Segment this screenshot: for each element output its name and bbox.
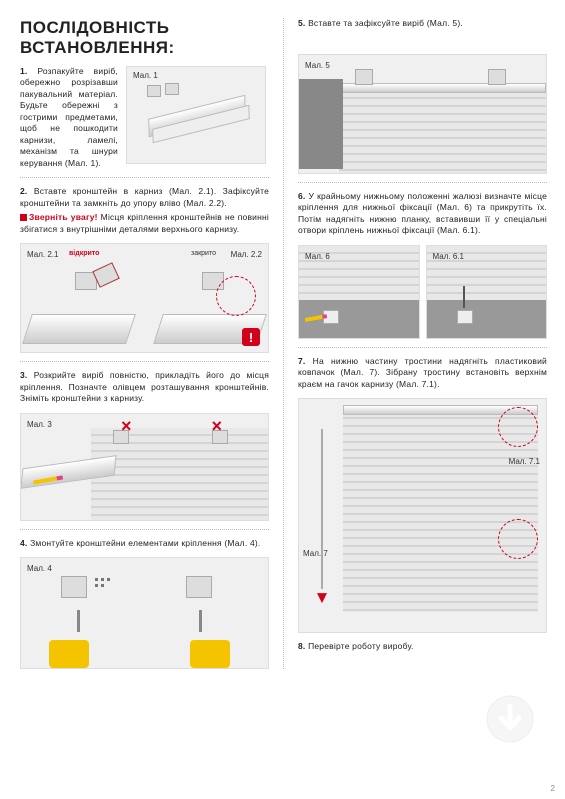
step-6-body: У крайньому нижньому положенні жалюзі ви…	[298, 191, 547, 235]
step-3-num: 3.	[20, 370, 28, 380]
step-8-num: 8.	[298, 641, 306, 651]
step-2-num: 2.	[20, 186, 28, 196]
figure-61: Мал. 6.1	[426, 245, 548, 339]
column-divider	[283, 18, 284, 669]
step-1-row: 1. Розпакуйте виріб, обережно розрізавши…	[20, 66, 269, 169]
left-column: ПОСЛІДОВНІСТЬ ВСТАНОВЛЕННЯ: 1. Розпакуйт…	[20, 18, 269, 669]
figure-7: Мал. 7 Мал. 7.1	[298, 398, 547, 633]
step-5-body: Вставте та зафіксуйте виріб (Мал. 5).	[308, 18, 463, 28]
figure-6: Мал. 6	[298, 245, 420, 339]
figure-3-label: Мал. 3	[27, 420, 52, 429]
step-1-text: 1. Розпакуйте виріб, обережно розрізавши…	[20, 66, 118, 169]
figure-61-label: Мал. 6.1	[433, 252, 464, 261]
step-4-num: 4.	[20, 538, 28, 548]
figure-3: Мал. 3 × ×	[20, 413, 269, 521]
figure-22-label: Мал. 2.2	[231, 250, 262, 259]
warning-label: Зверніть увагу!	[29, 212, 98, 222]
divider	[298, 182, 547, 183]
closed-label: закрито	[191, 250, 216, 257]
step-1-body: Розпакуйте виріб, обережно розрізавши па…	[20, 66, 118, 168]
step-8-body: Перевірте роботу виробу.	[308, 641, 414, 651]
right-column: 5. Вставте та зафіксуйте виріб (Мал. 5).…	[298, 18, 547, 669]
step-5-text: 5. Вставте та зафіксуйте виріб (Мал. 5).	[298, 18, 547, 46]
step-4-body: Змонтуйте кронштейни елементами кріпленн…	[30, 538, 260, 548]
warning-icon	[20, 214, 27, 221]
drill-icon	[77, 610, 80, 632]
step-2-warning: Зверніть увагу! Місця кріплення кронштей…	[20, 212, 269, 235]
divider	[20, 361, 269, 362]
step-4-text: 4. Змонтуйте кронштейни елементами кріпл…	[20, 538, 269, 549]
step-6-num: 6.	[298, 191, 306, 201]
step-1-num: 1.	[20, 66, 28, 76]
step-7-text: 7. На нижню частину тростини надягніть п…	[298, 356, 547, 390]
step-2-text: 2. Вставте кронштейн в карниз (Мал. 2.1)…	[20, 186, 269, 209]
figure-2: Мал. 2.1 відкрито закрито Мал. 2.2 !	[20, 243, 269, 353]
step-3-body: Розкрийте виріб повністю, прикладіть йог…	[20, 370, 269, 403]
divider	[20, 529, 269, 530]
step-7-num: 7.	[298, 356, 306, 366]
figure-5: Мал. 5	[298, 54, 547, 174]
step-7-body: На нижню частину тростини надягніть плас…	[298, 356, 547, 389]
figure-5-label: Мал. 5	[305, 61, 330, 70]
x-mark-icon: ×	[211, 416, 222, 437]
figure-1: Мал. 1	[126, 66, 266, 164]
figure-4-label: Мал. 4	[27, 564, 52, 573]
figure-6-label: Мал. 6	[305, 252, 330, 261]
watermark-icon	[485, 694, 535, 744]
figure-6-row: Мал. 6 Мал. 6.1	[298, 245, 547, 339]
step-3-text: 3. Розкрийте виріб повністю, прикладіть …	[20, 370, 269, 404]
figure-4: Мал. 4	[20, 557, 269, 669]
figure-21-label: Мал. 2.1	[27, 250, 58, 259]
step-6-text: 6. У крайньому нижньому положенні жалюзі…	[298, 191, 547, 237]
divider	[20, 177, 269, 178]
alert-icon: !	[242, 328, 260, 346]
divider	[298, 347, 547, 348]
page-number: 2	[551, 784, 555, 793]
figure-1-label: Мал. 1	[133, 71, 158, 80]
step-5-num: 5.	[298, 18, 306, 28]
figure-7-label: Мал. 7	[303, 549, 328, 558]
page-title: ПОСЛІДОВНІСТЬ ВСТАНОВЛЕННЯ:	[20, 18, 269, 58]
drill-icon	[199, 610, 202, 632]
step-8-text: 8. Перевірте роботу виробу.	[298, 641, 547, 669]
figure-71-label: Мал. 7.1	[509, 457, 540, 466]
open-label: відкрито	[69, 250, 99, 257]
x-mark-icon: ×	[121, 416, 132, 437]
page-container: ПОСЛІДОВНІСТЬ ВСТАНОВЛЕННЯ: 1. Розпакуйт…	[0, 0, 565, 679]
step-2-body: Вставте кронштейн в карниз (Мал. 2.1). З…	[20, 186, 269, 207]
